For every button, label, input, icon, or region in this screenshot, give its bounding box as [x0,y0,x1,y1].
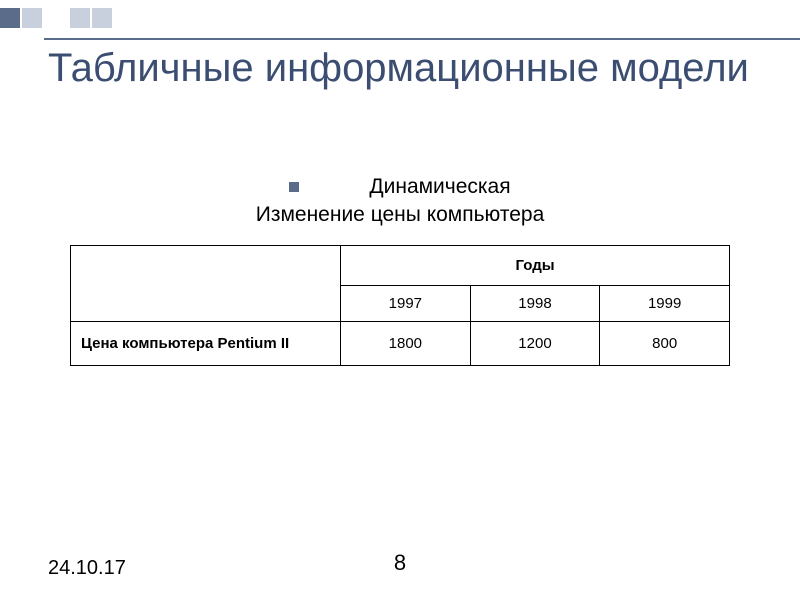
deco-line [44,38,800,40]
year-cell: 1998 [470,286,600,322]
bullet-icon [289,182,299,192]
slide-decoration [0,0,114,28]
deco-square [0,8,20,28]
price-cell: 1200 [470,322,600,366]
footer-page-number: 8 [394,550,406,576]
price-table: Годы 1997 1998 1999 Цена компьютера Pent… [70,245,730,366]
deco-square [22,8,42,28]
bullet-line: Динамическая [0,175,800,199]
price-cell: 1800 [341,322,471,366]
empty-corner-cell [71,246,341,322]
price-cell: 800 [600,322,730,366]
deco-square [92,8,112,28]
content-area: Динамическая Изменение цены компьютера Г… [0,175,800,366]
table-row: Годы [71,246,730,286]
years-header-cell: Годы [341,246,730,286]
footer-date: 24.10.17 [48,557,126,580]
row-label-cell: Цена компьютера Pentium II [71,322,341,366]
table-row: Цена компьютера Pentium II 1800 1200 800 [71,322,730,366]
deco-square [70,8,90,28]
slide-title: Табличные информационные модели [48,45,749,91]
bullet-text: Динамическая [369,175,510,199]
subtitle: Изменение цены компьютера [0,203,800,227]
year-cell: 1997 [341,286,471,322]
year-cell: 1999 [600,286,730,322]
